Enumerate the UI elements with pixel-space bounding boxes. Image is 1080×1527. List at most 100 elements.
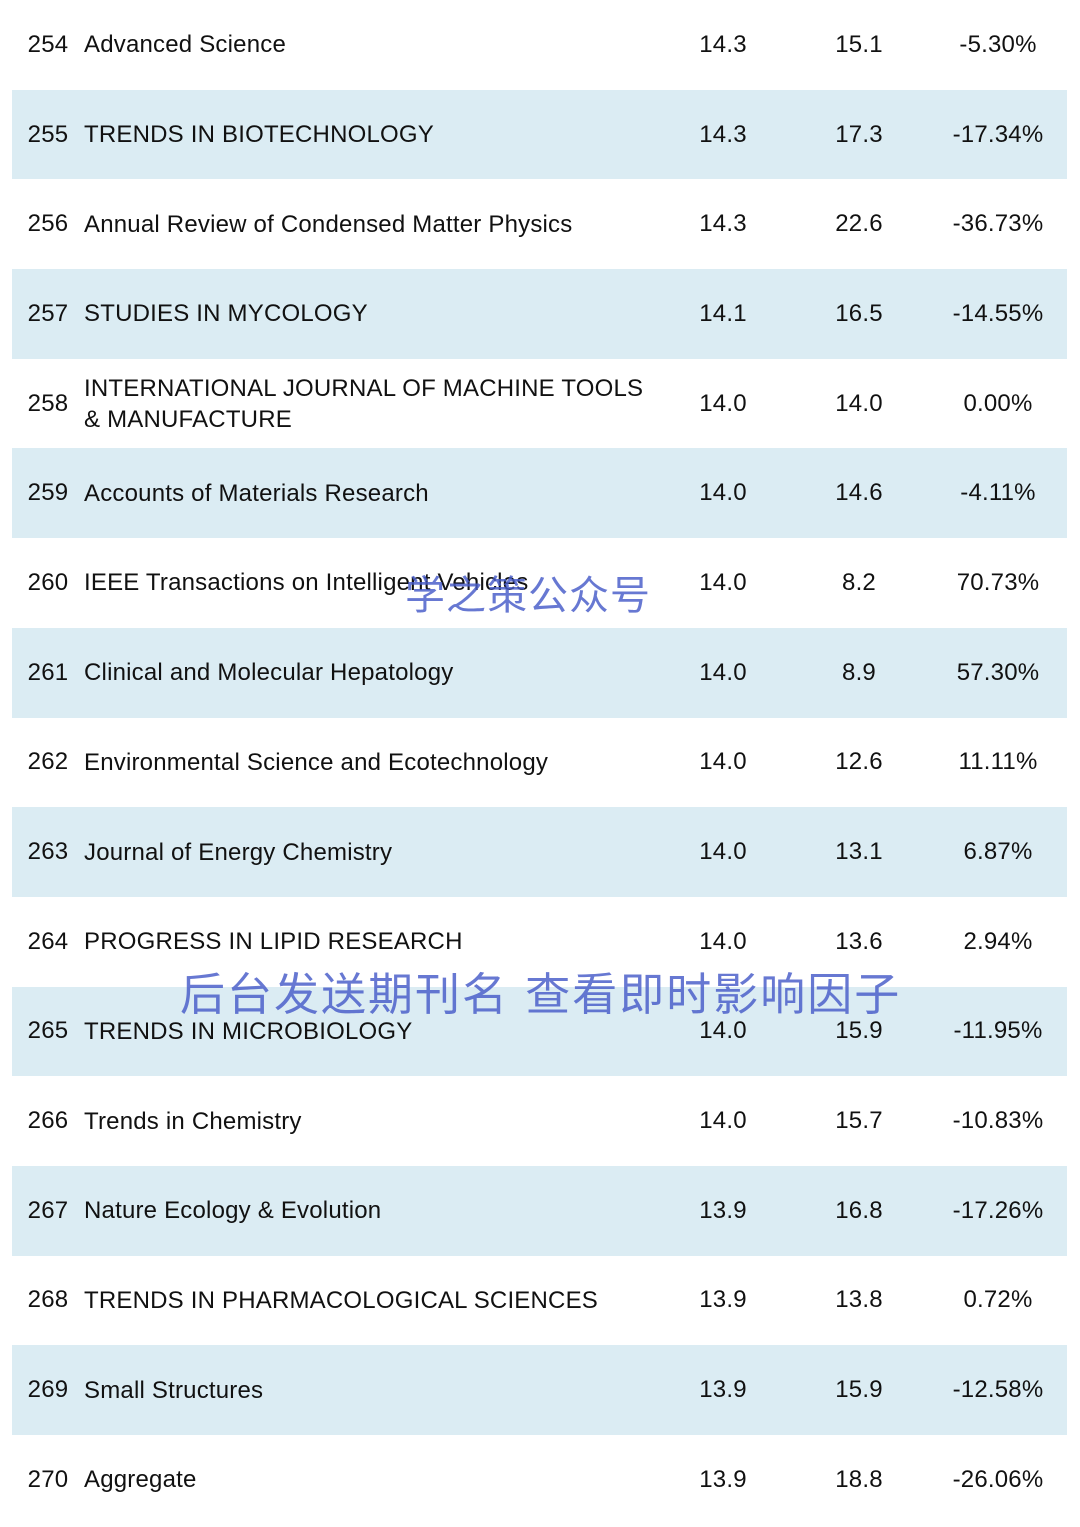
change-percent-cell: -5.30% [959,30,1037,58]
impact-factor-cell: 13.9 [699,1286,747,1314]
rank-cell: 257 [27,299,69,327]
watermark-promo: 后台发送期刊名 查看即时影响因子 [180,968,902,1021]
journal-name-cell: Small Structures [84,1376,264,1404]
table-row: 256 Annual Review of Condensed Matter Phy… [12,179,1067,269]
impact-factor-cell: 13.9 [699,1465,747,1493]
table-row: 259 Accounts of Materials Research 14.0 14.… [12,448,1067,539]
journal-name-cell: Accounts of Materials Research [84,479,429,507]
impact-factor-cell: 14.1 [699,299,747,327]
journal-name-cell: PROGRESS IN LIPID RESEARCH [84,928,463,956]
impact-factor-cell: 14.3 [699,210,747,238]
journal-ranking-table: 254 Advanced Science 14.3 15.1 -5.30% 255 TREN… [12,0,1067,1525]
impact-factor-cell: 13.9 [699,1376,747,1404]
change-percent-cell: -14.55% [952,299,1044,327]
table-row: 257 STUDIES IN MYCOLOGY 14.1 16.5 -14.55% [12,269,1067,359]
rank-cell: 263 [27,838,69,866]
rank-cell: 264 [27,927,69,955]
change-percent-cell: -4.11% [960,479,1036,507]
table-row: 254 Advanced Science 14.3 15.1 -5.30% [12,0,1067,90]
watermark-account: 学之策公众号 [405,573,651,619]
journal-name-cell: Environmental Science and Ecotechnology [84,748,549,776]
rank-cell: 266 [27,1107,69,1135]
impact-factor-cell: 14.0 [699,748,747,776]
change-percent-cell: 2.94% [963,927,1033,955]
previous-value-cell: 15.1 [835,30,883,58]
journal-name-cell: STUDIES IN MYCOLOGY [84,300,368,328]
table-row: 255 TRENDS IN BIOTECHNOLOGY 14.3 17.3 -17.34… [12,89,1067,180]
change-percent-cell: -12.58% [952,1376,1044,1404]
rank-cell: 268 [27,1286,69,1314]
table-row: 263 Journal of Energy Chemistry 14.0 13.1 6.… [12,807,1067,897]
journal-name-cell: Aggregate [84,1466,197,1494]
previous-value-cell: 15.9 [835,1376,883,1404]
impact-factor-cell: 14.0 [699,927,747,955]
previous-value-cell: 8.2 [842,568,876,596]
change-percent-cell: 0.72% [963,1286,1033,1314]
previous-value-cell: 15.9 [835,1017,883,1045]
journal-name-cell: Advanced Science [84,31,286,59]
rank-cell: 258 [27,389,69,417]
impact-factor-cell: 14.0 [699,568,747,596]
rank-cell: 260 [27,568,69,596]
table-row: 258 INTERNATIONAL JOURNAL OF MACHINE TOOL… [12,359,1067,449]
table-row: 268 TRENDS IN PHARMACOLOGICAL SCIENCES 13.… [12,1256,1067,1346]
change-percent-cell: -17.26% [952,1196,1044,1224]
impact-factor-cell: 14.0 [699,389,747,417]
table-row: 270 Aggregate 13.9 18.8 -26.06% [12,1435,1067,1525]
change-percent-cell: 6.87% [963,838,1033,866]
table-row: 264 PROGRESS IN LIPID RESEARCH 14.0 13.6 2.9… [12,897,1067,987]
change-percent-cell: 0.00% [963,389,1033,417]
table-row: 260 IEEE Transactions on Intelligent Vehi… [12,538,1067,628]
change-percent-cell: -11.95% [953,1017,1043,1045]
journal-name-cell: INTERNATIONAL JOURNAL OF MACHINE TOOLS &… [84,374,644,433]
table-row: 262 Environmental Science and Ecotechnolo… [12,718,1067,808]
rank-cell: 261 [27,658,69,686]
journal-name-cell: TRENDS IN PHARMACOLOGICAL SCIENCES [84,1286,598,1314]
table-row: 265 TRENDS IN MICROBIOLOGY 14.0 15.9 -11.95% [12,986,1067,1077]
rank-cell: 267 [27,1196,69,1224]
rank-cell: 269 [27,1376,69,1404]
previous-value-cell: 17.3 [835,120,883,148]
previous-value-cell: 14.6 [835,479,883,507]
previous-value-cell: 16.5 [835,299,883,327]
change-percent-cell: -36.73% [952,210,1044,238]
previous-value-cell: 12.6 [835,748,883,776]
rank-cell: 255 [27,120,69,148]
rank-cell: 259 [27,479,69,507]
journal-name-cell: Annual Review of Condensed Matter Physic… [84,210,573,238]
journal-name-cell: IEEE Transactions on Intelligent Vehicle… [84,569,529,597]
previous-value-cell: 15.7 [835,1107,883,1135]
change-percent-cell: -26.06% [952,1465,1044,1493]
table-row: 267 Nature Ecology & Evolution 13.9 16.8 -17… [12,1165,1067,1256]
table-row: 266 Trends in Chemistry 14.0 15.7 -10.83% [12,1076,1067,1166]
change-percent-cell: -17.34% [952,120,1044,148]
impact-factor-cell: 14.0 [699,838,747,866]
impact-factor-cell: 14.0 [699,479,747,507]
journal-name-cell: Clinical and Molecular Hepatology [84,659,454,687]
journal-name-cell: Nature Ecology & Evolution [84,1197,382,1225]
change-percent-cell: 70.73% [956,568,1040,596]
previous-value-cell: 8.9 [842,658,876,686]
rank-cell: 270 [27,1465,69,1493]
previous-value-cell: 14.0 [835,389,883,417]
impact-factor-cell: 14.0 [699,1017,747,1045]
rank-cell: 256 [27,210,69,238]
journal-name-cell: Trends in Chemistry [84,1107,302,1135]
table-row: 261 Clinical and Molecular Hepatology 14.0… [12,627,1067,718]
previous-value-cell: 13.8 [835,1286,883,1314]
change-percent-cell: 57.30% [956,658,1040,686]
rank-cell: 265 [27,1017,69,1045]
change-percent-cell: -10.83% [952,1107,1044,1135]
previous-value-cell: 13.1 [835,838,883,866]
journal-name-cell: Journal of Energy Chemistry [84,838,393,866]
previous-value-cell: 18.8 [835,1465,883,1493]
journal-name-cell: TRENDS IN MICROBIOLOGY [84,1017,413,1045]
journal-name-cell: TRENDS IN BIOTECHNOLOGY [84,121,434,149]
impact-factor-cell: 14.0 [699,658,747,686]
table-row: 269 Small Structures 13.9 15.9 -12.58% [12,1345,1067,1435]
impact-factor-cell: 13.9 [699,1196,747,1224]
previous-value-cell: 16.8 [835,1196,883,1224]
previous-value-cell: 22.6 [835,210,883,238]
impact-factor-cell: 14.3 [699,120,747,148]
rank-cell: 254 [27,30,69,58]
